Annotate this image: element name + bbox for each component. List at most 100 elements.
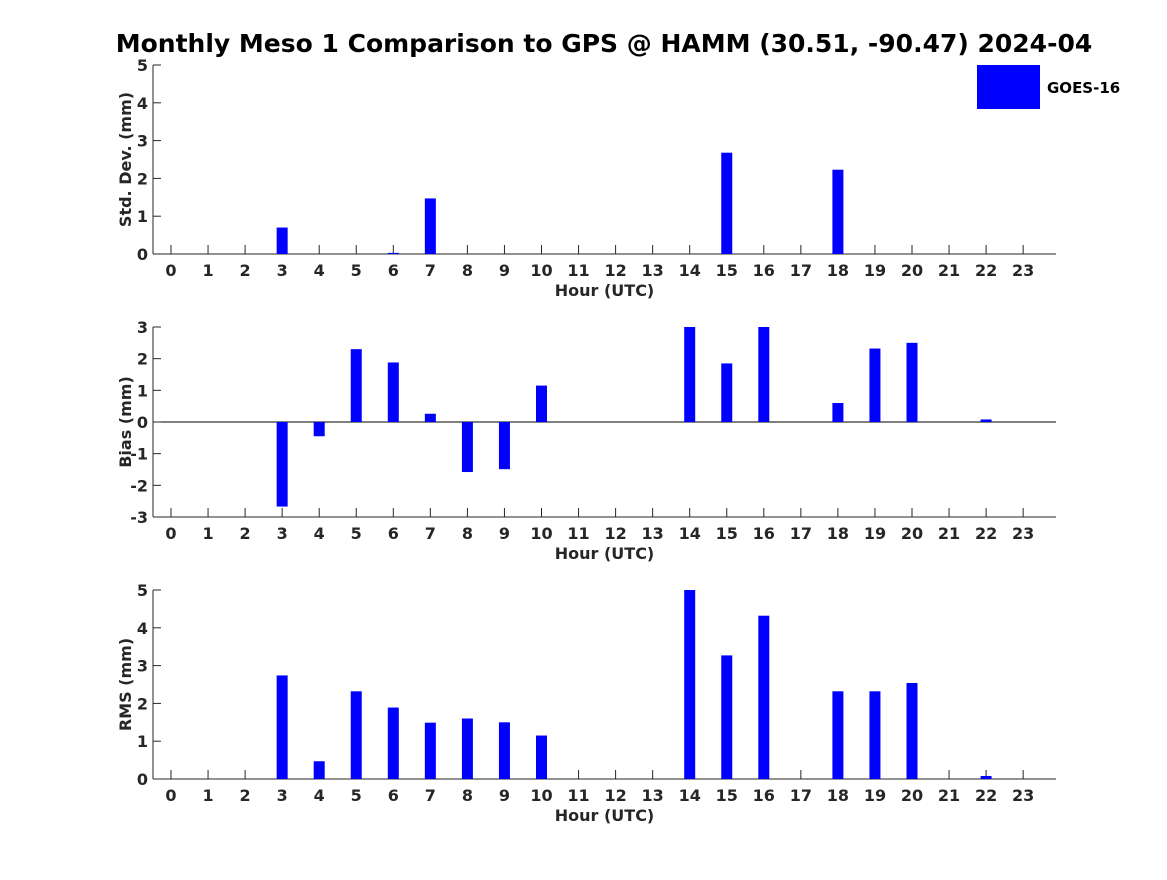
x-tick-label: 7	[425, 786, 436, 805]
x-tick-label: 11	[567, 786, 589, 805]
y-tick-label: -3	[130, 508, 148, 527]
y-tick-label: 5	[137, 581, 148, 600]
bar-hour-10	[536, 735, 547, 779]
bar-hour-10	[536, 385, 547, 422]
x-tick-label: 16	[753, 261, 775, 280]
x-tick-label: 10	[530, 786, 552, 805]
y-tick-label: 0	[137, 413, 148, 432]
bar-hour-18	[832, 403, 844, 422]
x-tick-label: 3	[277, 786, 288, 805]
legend: GOES-16	[977, 65, 1120, 109]
bar-hour-3	[276, 422, 288, 507]
x-tick-label: 19	[864, 786, 886, 805]
x-tick-label: 22	[975, 261, 997, 280]
bar-hour-14	[684, 327, 696, 422]
x-tick-label: 2	[240, 524, 251, 543]
x-tick-label: 23	[1012, 261, 1034, 280]
bar-hour-14	[684, 590, 696, 779]
x-tick-label: 21	[938, 261, 960, 280]
bar-hour-7	[424, 413, 436, 422]
x-tick-label: 19	[864, 261, 886, 280]
bar-hour-8	[461, 422, 473, 473]
x-tick-label: 20	[901, 786, 923, 805]
x-tick-label: 8	[462, 261, 473, 280]
bar-hour-15	[721, 655, 733, 779]
bar-hour-3	[276, 675, 288, 779]
bar-hour-19	[869, 691, 881, 779]
bar-hour-15	[721, 152, 733, 254]
bar-hour-6	[387, 707, 399, 779]
x-tick-label: 21	[938, 786, 960, 805]
x-tick-label: 14	[679, 786, 701, 805]
bar-hour-22	[980, 775, 992, 779]
bar-hour-4	[313, 422, 325, 437]
x-tick-label: 1	[202, 786, 213, 805]
x-tick-label: 17	[790, 786, 812, 805]
y-tick-label: 1	[137, 207, 148, 226]
bar-hour-5	[350, 349, 362, 422]
x-tick-label: 18	[827, 786, 849, 805]
x-tick-label: 14	[679, 261, 701, 280]
bar-hour-6	[387, 362, 399, 422]
x-tick-label: 13	[642, 261, 664, 280]
x-tick-label: 19	[864, 524, 886, 543]
y-axis-label: RMS (mm)	[116, 638, 135, 731]
bar-hour-22	[980, 419, 992, 422]
y-tick-label: 0	[137, 770, 148, 789]
y-tick-label: 2	[137, 694, 148, 713]
x-tick-label: 13	[642, 786, 664, 805]
x-tick-label: 1	[202, 524, 213, 543]
bar-hour-7	[424, 722, 436, 779]
x-tick-label: 23	[1012, 524, 1034, 543]
x-tick-label: 10	[530, 524, 552, 543]
x-tick-label: 22	[975, 524, 997, 543]
bar-hour-3	[276, 227, 288, 254]
y-tick-label: 5	[137, 56, 148, 75]
x-tick-label: 6	[388, 261, 399, 280]
x-tick-label: 4	[314, 261, 325, 280]
x-tick-label: 5	[351, 261, 362, 280]
x-tick-label: 0	[165, 524, 176, 543]
x-tick-label: 20	[901, 261, 923, 280]
y-tick-label: -1	[130, 445, 148, 464]
y-tick-label: 0	[137, 245, 148, 264]
x-tick-label: 15	[716, 261, 738, 280]
x-tick-label: 17	[790, 261, 812, 280]
x-tick-label: 9	[499, 786, 510, 805]
x-tick-label: 11	[567, 524, 589, 543]
x-axis-label: Hour (UTC)	[555, 806, 655, 825]
y-tick-label: 2	[137, 350, 148, 369]
x-tick-label: 12	[604, 524, 626, 543]
x-tick-label: 9	[499, 261, 510, 280]
chart-title: Monthly Meso 1 Comparison to GPS @ HAMM …	[116, 29, 1093, 58]
y-tick-label: 1	[137, 381, 148, 400]
bar-hour-16	[758, 615, 770, 779]
bar-hour-18	[832, 691, 844, 779]
y-axis-label: Std. Dev. (mm)	[116, 92, 135, 227]
bar-hour-9	[498, 422, 510, 470]
x-tick-label: 3	[277, 524, 288, 543]
x-tick-label: 15	[716, 524, 738, 543]
x-tick-label: 2	[240, 261, 251, 280]
x-tick-label: 13	[642, 524, 664, 543]
y-tick-label: 4	[137, 619, 148, 638]
x-tick-label: 8	[462, 524, 473, 543]
x-tick-label: 20	[901, 524, 923, 543]
x-tick-label: 16	[753, 524, 775, 543]
x-tick-label: 11	[567, 261, 589, 280]
bar-hour-16	[758, 327, 770, 422]
x-tick-label: 18	[827, 524, 849, 543]
x-tick-label: 0	[165, 786, 176, 805]
bar-hour-8	[461, 718, 473, 779]
legend-swatch	[977, 65, 1040, 109]
y-tick-label: 1	[137, 732, 148, 751]
y-tick-label: 2	[137, 169, 148, 188]
x-axis-label: Hour (UTC)	[555, 281, 655, 300]
x-tick-label: 5	[351, 524, 362, 543]
x-tick-label: 23	[1012, 786, 1034, 805]
x-tick-label: 12	[604, 261, 626, 280]
x-tick-label: 17	[790, 524, 812, 543]
